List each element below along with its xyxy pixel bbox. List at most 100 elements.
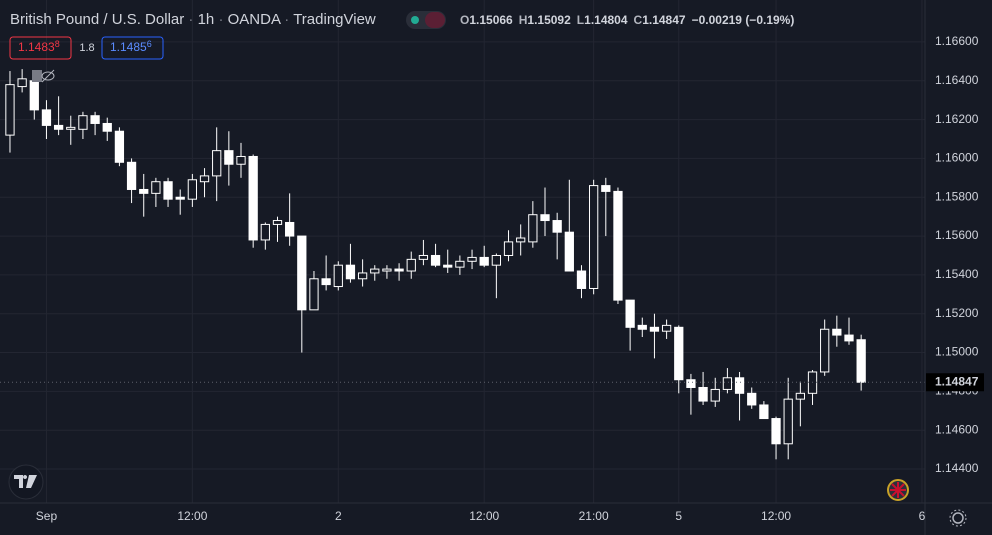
ohlc-value: 1.14804 (584, 13, 628, 27)
candle-body (90, 115, 100, 124)
candle-body (187, 179, 198, 200)
candle-body (212, 150, 222, 177)
ohlc-value: 1.15066 (469, 13, 513, 27)
candle-body (503, 241, 514, 256)
candle-body (455, 260, 465, 268)
candle-body (17, 78, 27, 88)
sell-price: 1.14838 (18, 39, 60, 54)
visibility-icon[interactable] (32, 69, 55, 83)
last-price-box (926, 373, 984, 392)
candle-body (783, 398, 793, 445)
candle-body (78, 115, 88, 130)
y-tick-label: 1.15200 (935, 306, 979, 320)
candle-body (260, 223, 270, 241)
candle-body (698, 386, 708, 402)
candle-body (175, 196, 185, 200)
candle-body (406, 258, 416, 272)
candle-body (114, 130, 125, 163)
ohlc-values: O1.15066 H1.15092 L1.14804 C1.14847 −0.00219… (460, 13, 794, 27)
candle-body (66, 126, 76, 130)
candle-body (394, 268, 404, 272)
candle-body (613, 190, 623, 301)
buy-main: 1.1485 (110, 40, 147, 54)
sell-pip: 8 (55, 39, 60, 49)
buy-price: 1.14856 (110, 39, 152, 54)
candle-body (771, 418, 781, 445)
candle-body (297, 235, 307, 311)
candle-body (564, 231, 574, 272)
y-tick-label: 1.16000 (935, 151, 979, 165)
spread: 1.8 (79, 42, 94, 54)
candle-body (552, 220, 562, 233)
exchange: OANDA (228, 11, 281, 28)
x-tick-label: 2 (335, 509, 342, 523)
header-title: British Pound / U.S. Dollar · 1h · OANDA… (10, 11, 376, 28)
x-tick-label: 12:00 (469, 509, 499, 523)
candle-body (309, 278, 319, 311)
candle-body (272, 220, 283, 225)
candle-body (844, 334, 854, 342)
candle-body (856, 339, 866, 383)
source: TradingView (293, 11, 376, 28)
candle-body (236, 155, 246, 165)
ohlc-label: O (460, 13, 469, 27)
candle-body (139, 188, 149, 194)
candle-body (163, 181, 173, 200)
y-tick-label: 1.15000 (935, 345, 979, 359)
settings-icon[interactable] (949, 509, 967, 527)
y-tick-label: 1.15800 (935, 189, 979, 203)
y-tick-label: 1.14400 (935, 461, 979, 475)
candle-body (759, 404, 769, 420)
candle-body (357, 272, 368, 280)
candle-body (333, 264, 343, 288)
candle-body (479, 256, 489, 266)
x-tick-label: 5 (675, 509, 682, 523)
candle-body (102, 122, 112, 132)
logo-mark (14, 475, 37, 488)
candle-body (747, 392, 757, 406)
candle-body (382, 268, 392, 272)
candle-body (5, 84, 15, 136)
y-tick-label: 1.15400 (935, 267, 979, 281)
y-tick-label: 1.15600 (935, 228, 979, 242)
candle-body (661, 324, 672, 332)
candle-body (540, 214, 550, 222)
flag-cross (890, 482, 906, 498)
x-tick-label: 12:00 (177, 509, 207, 523)
sell-button[interactable] (9, 36, 72, 60)
status-dot (411, 16, 419, 24)
candle-body (224, 150, 234, 165)
sell-main: 1.1483 (18, 40, 55, 54)
ohlc-label: H (519, 13, 528, 27)
candle-body (126, 161, 137, 190)
candle-body (41, 109, 52, 126)
symbol: British Pound / U.S. Dollar (10, 11, 184, 28)
candle-body (686, 379, 696, 388)
x-tick-label: 6 (919, 509, 926, 523)
candle-body (467, 256, 477, 262)
candle-body (285, 221, 295, 237)
candle-body (722, 377, 733, 390)
last-price-label: 1.14847 (935, 374, 979, 388)
candle-body (576, 270, 587, 289)
candle-body (649, 326, 660, 332)
tradingview-logo[interactable] (8, 464, 44, 500)
candle-body (589, 185, 599, 289)
candle-body (443, 264, 453, 268)
candle-body (248, 155, 258, 241)
candle-body (491, 254, 501, 266)
candle-body (370, 268, 380, 274)
axes: 1.144001.146001.148001.150001.152001.154… (36, 34, 984, 523)
candle-body (674, 326, 684, 381)
candle-body (199, 175, 210, 183)
ohlc-label: L (577, 13, 584, 27)
candle-body (820, 328, 830, 373)
buy-pip: 6 (147, 39, 152, 49)
buy-button[interactable] (101, 36, 164, 60)
candle-body (345, 264, 356, 280)
x-tick-label: Sep (36, 509, 58, 523)
candle-body (637, 324, 647, 330)
candle-body (321, 278, 331, 286)
